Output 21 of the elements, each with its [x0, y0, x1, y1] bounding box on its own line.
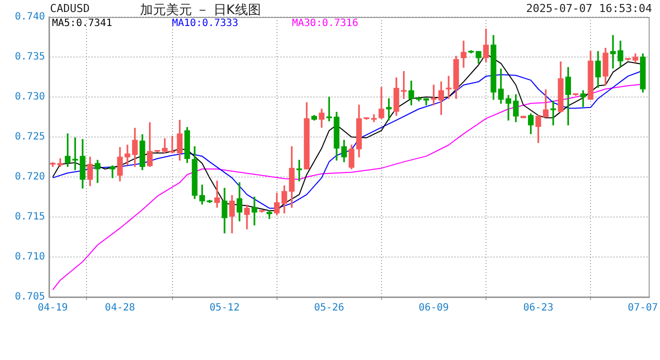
y-tick-label: 0.735: [14, 52, 45, 63]
text: CADUSD: [50, 2, 90, 15]
y-tick-label: 0.710: [14, 252, 45, 263]
x-tick-label: 07-07: [628, 302, 658, 314]
chart-subtitle: 2025-07-07 16:53:04: [526, 2, 652, 15]
y-tick-label: 0.715: [14, 212, 45, 223]
y-tick-label: 0.720: [14, 172, 45, 183]
text: MA5:0.7341: [52, 18, 114, 31]
chart-title: 加元美元 － 日K线图: [140, 2, 261, 18]
y-tick-label: 0.740: [14, 12, 45, 23]
text: MA30:0.7316: [292, 18, 360, 31]
x-tick-label: 06-23: [523, 302, 554, 314]
x-tick-label: 04-28: [104, 302, 136, 314]
text: MA10:0.7333: [172, 18, 240, 31]
y-tick-label: 0.705: [14, 292, 45, 303]
x-tick-label: 05-12: [209, 302, 240, 314]
y-tick-label: 0.730: [14, 92, 45, 103]
x-tick-label: 06-09: [418, 302, 449, 314]
y-tick-label: 0.725: [14, 132, 45, 143]
x-tick-label: 04-19: [38, 302, 68, 314]
x-tick-label: 05-26: [314, 302, 344, 314]
